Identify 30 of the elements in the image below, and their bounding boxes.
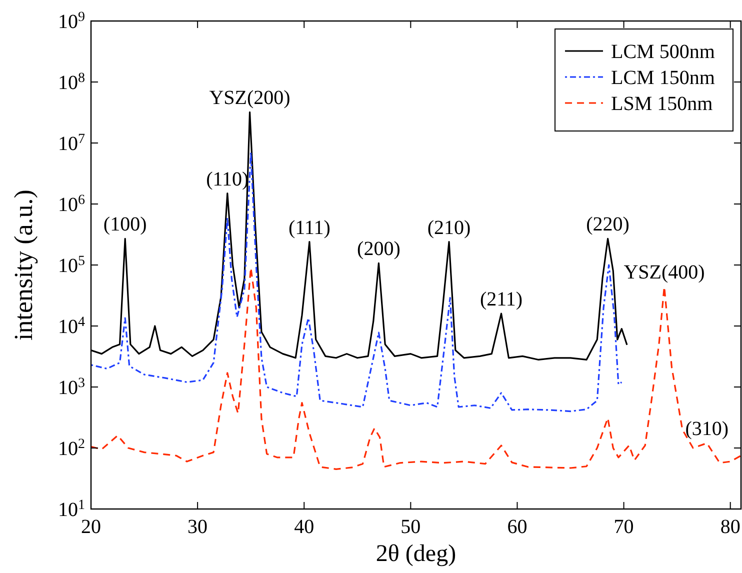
y-tick-label: 10$^{7}$ [58, 132, 85, 155]
annotation: (310) [685, 418, 729, 440]
x-tick-label: 40 [294, 516, 314, 538]
x-tick-label: 30 [188, 516, 208, 538]
annotation: (220) [586, 214, 630, 236]
x-tick-label: 60 [507, 516, 528, 538]
x-tick-label: 50 [400, 516, 421, 538]
y-tick-label: 10$^{9}$ [58, 10, 85, 33]
line-series [91, 266, 741, 470]
y-tick-label: 10$^{5}$ [58, 254, 85, 277]
annotation: (111) [288, 216, 330, 239]
x-tick-label: 70 [614, 516, 634, 538]
legend-label: LCM 500nm [611, 41, 716, 63]
annotation: (100) [103, 214, 147, 236]
annotation: YSZ(400) [624, 262, 705, 284]
x-axis-title: 2θ (deg) [376, 541, 456, 567]
annotation: (210) [427, 216, 471, 239]
y-tick-label: 10$^{4}$ [58, 314, 85, 338]
annotation: (211) [480, 288, 523, 311]
y-tick-label: 10$^{3}$ [58, 376, 85, 399]
y-tick-label: 10$^{8}$ [58, 70, 85, 94]
x-tick-label: 80 [720, 516, 740, 538]
y-tick-label: 10$^{6}$ [58, 192, 85, 216]
y-tick-label: 10$^{2}$ [58, 436, 85, 460]
legend-label: LCM 150nm [611, 67, 716, 89]
annotation: YSZ(200) [209, 87, 290, 110]
annotation: (200) [357, 238, 400, 260]
annotation: (110) [206, 168, 249, 190]
y-axis-title: intensity (a.u.) [9, 190, 38, 340]
legend-label: LSM 150nm [611, 93, 714, 115]
